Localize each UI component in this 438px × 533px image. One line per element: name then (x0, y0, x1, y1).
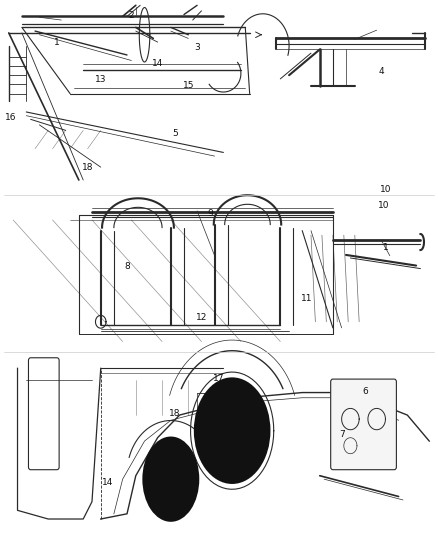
Text: 14: 14 (102, 478, 113, 487)
Text: 17: 17 (213, 374, 225, 383)
Text: 1: 1 (382, 244, 389, 252)
Ellipse shape (194, 377, 271, 484)
Text: 13: 13 (95, 76, 106, 84)
Text: 10: 10 (378, 201, 389, 209)
Ellipse shape (142, 437, 199, 522)
Bar (4, 197, 434, 349)
Text: 3: 3 (194, 44, 200, 52)
Text: 14: 14 (152, 60, 163, 68)
Text: 5: 5 (172, 129, 178, 138)
Text: 9: 9 (207, 209, 213, 217)
Text: 10: 10 (380, 185, 391, 193)
Text: 1: 1 (54, 38, 60, 47)
Bar (4, 354, 434, 528)
Text: 2: 2 (129, 12, 134, 20)
Text: 18: 18 (170, 409, 181, 417)
Text: 16: 16 (5, 113, 17, 122)
Text: 18: 18 (82, 164, 93, 172)
Text: 6: 6 (363, 387, 369, 396)
Text: 4: 4 (378, 68, 384, 76)
Text: 7: 7 (339, 430, 345, 439)
FancyBboxPatch shape (28, 358, 59, 470)
Text: 15: 15 (183, 81, 194, 90)
Text: 11: 11 (301, 294, 312, 303)
FancyBboxPatch shape (331, 379, 396, 470)
Text: 12: 12 (196, 313, 207, 321)
Bar (4, 5, 434, 189)
Text: 8: 8 (124, 262, 130, 271)
